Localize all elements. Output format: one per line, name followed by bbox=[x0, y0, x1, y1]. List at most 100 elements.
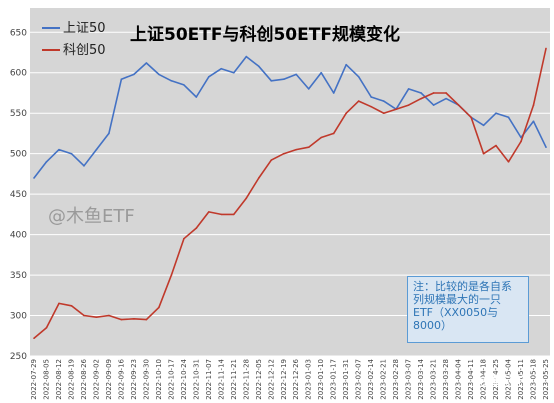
series-1-point bbox=[195, 96, 198, 98]
series-2-point bbox=[133, 317, 135, 320]
series-2-point bbox=[183, 237, 185, 240]
x-tick-label: 2023-02-21 bbox=[380, 359, 388, 400]
series-2-point bbox=[245, 197, 248, 199]
series-1-point bbox=[420, 92, 422, 94]
watermark-text: @木鱼ETF bbox=[48, 206, 135, 227]
x-tick-label: 2023-04-04 bbox=[455, 358, 463, 399]
note-box: 注：比较的是各自系 列规模最大的一只 ETF（XX0050与 8000） bbox=[407, 276, 529, 343]
x-tick-label: 2022-11-21 bbox=[230, 359, 238, 400]
series-1-point bbox=[307, 88, 310, 90]
note-line: ETF（XX0050与 bbox=[413, 306, 499, 319]
series-1-point bbox=[233, 71, 235, 74]
series-2-point bbox=[295, 148, 298, 151]
x-tick-label: 2022-10-31 bbox=[192, 359, 200, 400]
x-tick-label: 2022-08-12 bbox=[55, 359, 63, 400]
series-1-point bbox=[295, 73, 298, 76]
x-tick-label: 2023-04-18 bbox=[480, 359, 488, 400]
x-tick-label: 2023-05-11 bbox=[517, 359, 525, 400]
series-1-point bbox=[407, 88, 410, 90]
series-1-point bbox=[245, 55, 248, 58]
x-tick-label: 2022-12-05 bbox=[255, 359, 263, 400]
x-tick-label: 2023-05-04 bbox=[505, 358, 513, 399]
series-2-point bbox=[432, 92, 435, 94]
x-tick-label: 2023-01-31 bbox=[342, 359, 350, 400]
series-line-2 bbox=[33, 48, 547, 339]
x-tick-label: 2022-09-16 bbox=[117, 358, 125, 399]
series-1-point bbox=[532, 120, 535, 123]
series-1-point bbox=[545, 146, 547, 148]
series-2-point bbox=[282, 152, 285, 155]
series-2-point bbox=[445, 92, 447, 94]
legend-label-series-2: 科创50 bbox=[63, 43, 106, 58]
y-tick-label: 250 bbox=[10, 352, 27, 362]
note-line: 8000） bbox=[413, 319, 452, 332]
x-tick-label: 2022-12-26 bbox=[292, 358, 300, 399]
series-1-point bbox=[108, 132, 110, 135]
series-1-point bbox=[45, 160, 48, 163]
x-tick-label: 2023-05-25 bbox=[542, 359, 550, 400]
x-tick-label: 2023-03-14 bbox=[417, 358, 425, 399]
series-2-point bbox=[95, 316, 98, 318]
series-1-point bbox=[382, 100, 385, 102]
x-tick-label: 2023-02-28 bbox=[392, 359, 400, 400]
series-2-point bbox=[532, 104, 535, 106]
note-line: 列规模最大的一只 bbox=[413, 293, 501, 306]
series-2-point bbox=[545, 47, 547, 50]
series-2-point bbox=[145, 318, 148, 321]
series-1-point bbox=[70, 152, 73, 155]
footer-watermark: 木鱼ETF bbox=[479, 373, 525, 387]
chart-title: 上证50ETF与科创50ETF规模变化 bbox=[130, 24, 400, 45]
x-tick-label: 2022-08-26 bbox=[80, 358, 88, 399]
series-2-point bbox=[382, 112, 385, 115]
series-2-point bbox=[395, 108, 397, 110]
series-2-point bbox=[357, 100, 360, 102]
series-1-point bbox=[83, 165, 85, 167]
series-2-point bbox=[257, 177, 260, 179]
x-tick-label: 2022-10-10 bbox=[155, 359, 163, 400]
y-tick-label: 400 bbox=[10, 231, 27, 241]
series-1-point bbox=[158, 73, 160, 76]
y-tick-label: 450 bbox=[10, 190, 27, 200]
x-tick-label: 2022-09-23 bbox=[130, 359, 138, 400]
series-1-point bbox=[445, 97, 447, 100]
series-2-point bbox=[457, 104, 460, 106]
series-1-point bbox=[270, 80, 273, 82]
series-1-point bbox=[495, 112, 497, 115]
series-1-point bbox=[220, 67, 223, 70]
x-tick-label: 2023-01-10 bbox=[317, 359, 325, 400]
series-2-point bbox=[120, 318, 123, 321]
series-1-point bbox=[282, 78, 285, 81]
x-tick-label: 2023-01-17 bbox=[330, 359, 338, 400]
series-1-point bbox=[345, 63, 347, 66]
x-tick-label: 2023-03-21 bbox=[430, 359, 438, 400]
series-1-point bbox=[58, 148, 60, 151]
x-tick-label: 2022-09-02 bbox=[92, 359, 100, 400]
grid-layer bbox=[30, 31, 550, 357]
legend: 上证50 科创50 bbox=[42, 21, 106, 58]
series-2-point bbox=[307, 146, 310, 148]
y-tick-label: 550 bbox=[10, 109, 27, 119]
series-2-point bbox=[33, 337, 35, 339]
series-1-point bbox=[170, 80, 173, 82]
y-tick-label: 350 bbox=[10, 271, 27, 281]
series-2-point bbox=[520, 140, 522, 143]
y-tick-label: 500 bbox=[10, 150, 27, 160]
x-tick-label: 2022-11-28 bbox=[242, 359, 250, 400]
series-2-point bbox=[270, 159, 273, 161]
x-tick-label: 2023-03-28 bbox=[442, 359, 450, 400]
series-layer bbox=[33, 47, 547, 339]
y-axis: 250 300 350 400 450 500 550 600 650 bbox=[10, 28, 27, 362]
series-1-point bbox=[370, 96, 372, 98]
x-tick-label: 2023-02-07 bbox=[355, 359, 363, 400]
x-tick-label: 2023-02-14 bbox=[367, 358, 375, 399]
x-tick-label: 2022-10-24 bbox=[180, 358, 188, 399]
note-line: 注：比较的是各自系 bbox=[413, 280, 512, 293]
series-1-point bbox=[432, 104, 435, 106]
series-2-point bbox=[220, 213, 223, 216]
series-1-point bbox=[145, 62, 148, 64]
x-axis: 2022-07-29 2022-08-05 2022-08-12 2022-08-19… bbox=[30, 358, 550, 399]
series-1-point bbox=[183, 84, 185, 86]
series-2-point bbox=[70, 305, 73, 307]
x-tick-label: 2023-04-11 bbox=[467, 359, 475, 400]
